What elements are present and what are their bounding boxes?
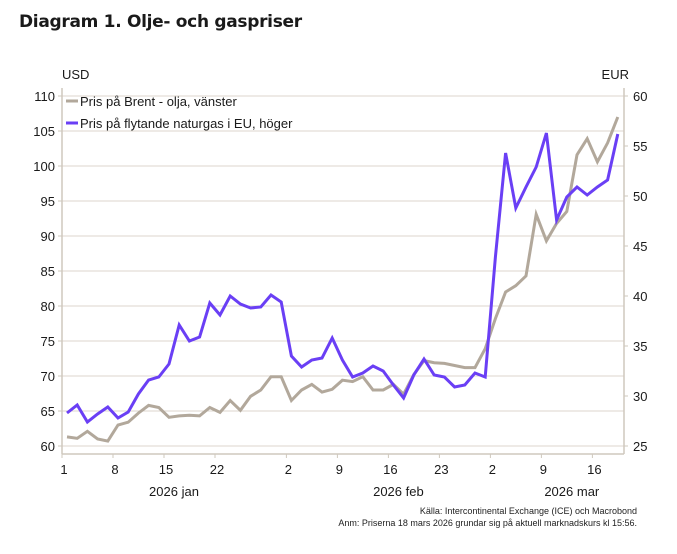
- y-tick-label-left: 95: [41, 194, 55, 209]
- y-tick-label-left: 110: [34, 89, 55, 104]
- y-tick-label-left: 100: [33, 159, 55, 174]
- brent-oil-line: [66, 116, 620, 443]
- x-group-label: 2026 jan: [149, 484, 199, 499]
- axes: 60 65 70 75 80 85 90 95 100 105 110 25 30 35 40 45 50 55 6…: [33, 67, 647, 499]
- series-lines: [66, 116, 620, 443]
- x-tick-label: 22: [210, 462, 224, 477]
- source-text: Källa: Intercontinental Exchange (ICE) o…: [419, 506, 637, 516]
- y-tick-label-right: 60: [633, 89, 647, 104]
- x-tick-label: 9: [336, 462, 343, 477]
- x-tick-label: 8: [111, 462, 118, 477]
- y-tick-label-left: 65: [41, 404, 55, 419]
- x-tick-label: 16: [383, 462, 397, 477]
- y-tick-label-right: 40: [633, 289, 647, 304]
- x-group-label: 2026 mar: [544, 484, 600, 499]
- note-text: Anm: Priserna 18 mars 2026 grundar sig p…: [338, 518, 637, 528]
- y-axis-label-left: USD: [62, 67, 89, 82]
- legend: Pris på Brent - olja, vänster Pris på fly…: [66, 94, 293, 131]
- x-group-label: 2026 feb: [373, 484, 424, 499]
- x-tick-label: 2: [285, 462, 292, 477]
- y-axis-label-right: EUR: [602, 67, 629, 82]
- y-tick-label-right: 25: [633, 439, 647, 454]
- y-tick-label-left: 85: [41, 264, 55, 279]
- x-tick-label: 2: [489, 462, 496, 477]
- y-tick-label-left: 70: [41, 369, 55, 384]
- y-tick-label-right: 55: [633, 139, 647, 154]
- y-tick-label-left: 80: [41, 299, 55, 314]
- y-tick-label-left: 90: [41, 229, 55, 244]
- x-tick-label: 15: [159, 462, 173, 477]
- y-tick-label-right: 45: [633, 239, 647, 254]
- lng-eu-line: [66, 132, 620, 425]
- y-tick-label-right: 35: [633, 339, 647, 354]
- legend-label: Pris på flytande naturgas i EU, höger: [80, 116, 293, 131]
- y-tick-label-left: 75: [41, 334, 55, 349]
- gridlines: [62, 95, 624, 447]
- x-tick-label: 9: [540, 462, 547, 477]
- x-tick-label: 1: [60, 462, 67, 477]
- chart-title: Diagram 1. Olje- och gaspriser: [19, 12, 302, 32]
- x-tick-label: 23: [434, 462, 448, 477]
- x-tick-label: 16: [587, 462, 601, 477]
- y-tick-label-right: 50: [633, 189, 647, 204]
- legend-label: Pris på Brent - olja, vänster: [80, 94, 237, 109]
- y-tick-label-left: 105: [33, 124, 55, 139]
- y-tick-label-left: 60: [41, 439, 55, 454]
- y-tick-label-right: 30: [633, 389, 647, 404]
